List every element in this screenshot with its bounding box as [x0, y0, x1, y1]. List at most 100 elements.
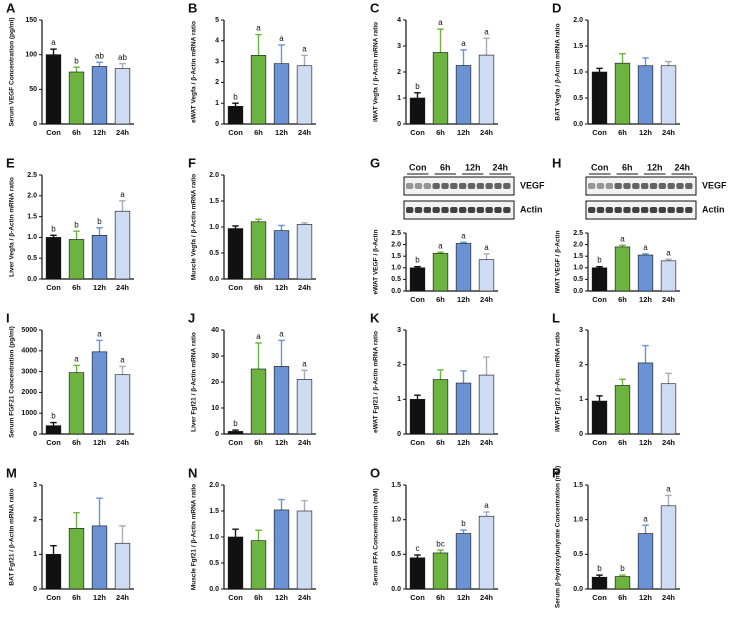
x-tick-label: Con	[228, 128, 243, 137]
y-tick-label: 1.5	[573, 482, 583, 489]
x-tick-label: 6h	[254, 128, 263, 137]
x-tick-label: 24h	[480, 593, 493, 602]
blot-band	[614, 183, 622, 189]
y-tick-label: 1.5	[209, 508, 219, 515]
y-axis-label: Serum VEGF Concentration (pg/ml)	[9, 17, 16, 126]
y-tick-label: 1	[579, 396, 583, 403]
y-axis-label: BAT Vegfa / β-Actin mRNA ratio	[555, 23, 562, 120]
x-tick-label: 6h	[72, 438, 81, 447]
significance-letter: bc	[436, 539, 444, 548]
y-tick-label: 0.5	[573, 95, 583, 102]
bar	[660, 383, 677, 435]
x-tick-label: 6h	[436, 295, 445, 304]
significance-letter: b	[415, 82, 420, 91]
significance-letter: a	[461, 39, 466, 48]
blot-band	[596, 207, 605, 213]
bar	[614, 62, 631, 125]
y-tick-label: 2.5	[27, 172, 37, 179]
panel-letter: M	[6, 465, 17, 480]
y-tick-label: 20	[211, 379, 219, 386]
y-tick-label: 4	[397, 17, 401, 24]
x-tick-label: Con	[228, 283, 243, 292]
x-tick-label: 12h	[639, 295, 652, 304]
bar	[432, 379, 449, 435]
y-tick-label: 2.0	[391, 241, 401, 248]
panel-letter: C	[370, 0, 380, 15]
blot-lane-label: 6h	[440, 162, 451, 172]
blot-lane-label: 12h	[465, 162, 481, 172]
blot-band	[450, 183, 458, 189]
y-tick-label: 1000	[21, 410, 37, 417]
y-tick-label: 2	[215, 79, 219, 86]
significance-letter: a	[643, 243, 648, 252]
blot-band	[658, 207, 666, 213]
bar	[660, 505, 677, 590]
x-tick-label: 6h	[618, 295, 627, 304]
significance-letter: a	[438, 241, 443, 250]
blot-band	[588, 207, 596, 213]
x-tick-label: Con	[228, 438, 243, 447]
blot-band	[467, 183, 476, 189]
significance-letter: a	[256, 332, 261, 341]
bar	[91, 235, 108, 280]
significance-letter: a	[666, 248, 671, 257]
significance-letter: b	[620, 564, 625, 573]
bar	[296, 510, 313, 590]
panel-letter: L	[552, 310, 560, 325]
significance-letter: a	[484, 501, 489, 510]
blot-band	[476, 207, 484, 213]
panel-letter: I	[6, 310, 10, 325]
significance-letter: b	[233, 92, 238, 101]
y-tick-label: 1.0	[573, 265, 583, 272]
x-tick-label: 24h	[480, 295, 493, 304]
y-axis-label: Muscle Vegfa / β-Actin mRNA ratio	[191, 174, 198, 280]
significance-letter: a	[666, 485, 671, 494]
panel: F Muscle Vegfa / β-Actin mRNA ratio 0.0 0.5…	[188, 155, 316, 292]
bar	[591, 400, 608, 435]
x-tick-label: 24h	[116, 593, 129, 602]
y-axis-label: Liver Vegfa / β-Actin mRNA ratio	[9, 177, 16, 277]
significance-letter: a	[256, 24, 261, 33]
bar	[455, 243, 472, 292]
x-tick-label: 6h	[436, 128, 445, 137]
bar	[68, 528, 85, 590]
bar	[114, 68, 131, 125]
x-tick-label: 12h	[457, 295, 470, 304]
y-axis-label: BAT Fgf21 / β-Actin mRNA ratio	[9, 488, 16, 585]
bar	[45, 554, 62, 590]
blot-band	[485, 183, 493, 189]
bar	[614, 246, 631, 292]
blot-band	[667, 183, 675, 189]
panel-letter: G	[370, 155, 380, 170]
y-tick-label: 3000	[21, 368, 37, 375]
y-tick-label: 2.5	[391, 230, 401, 237]
y-axis-label: Serum FGF21 Concentration (pg/ml)	[9, 326, 16, 438]
significance-letter: a	[302, 44, 307, 53]
y-tick-label: 0.0	[573, 288, 583, 295]
y-tick-label: 2.0	[209, 172, 219, 179]
blot-band	[459, 207, 467, 213]
significance-letter: a	[302, 359, 307, 368]
bar	[296, 379, 313, 435]
y-tick-label: 0	[397, 121, 401, 128]
bar	[455, 533, 472, 590]
y-tick-label: 2.5	[573, 230, 583, 237]
x-tick-label: 24h	[116, 283, 129, 292]
y-tick-label: 0.5	[391, 276, 401, 283]
significance-letter: a	[643, 514, 648, 523]
y-axis-label: iWAT Fgf21 / β-Actin mRNA ratio	[555, 332, 562, 432]
significance-letter: b	[597, 564, 602, 573]
blot-band	[676, 207, 684, 213]
y-tick-label: 0	[215, 431, 219, 438]
blot-band	[467, 207, 476, 213]
bar	[660, 260, 677, 292]
x-tick-label: 24h	[662, 128, 675, 137]
significance-letter: c	[416, 544, 420, 553]
bar	[614, 576, 631, 590]
x-tick-label: 24h	[298, 438, 311, 447]
blot-band	[423, 207, 431, 213]
blot-band	[632, 183, 640, 189]
y-axis-label: eWAT Fgf21 / β-Actin mRNA ratio	[373, 331, 380, 433]
bar	[409, 399, 426, 435]
bar	[114, 374, 131, 435]
